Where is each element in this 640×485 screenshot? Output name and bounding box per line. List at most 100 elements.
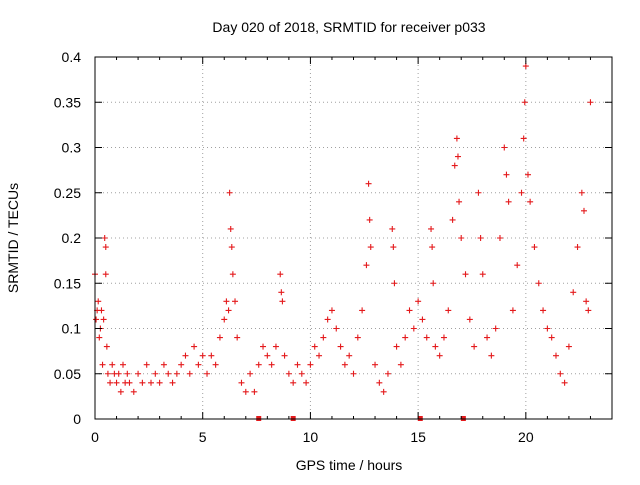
data-point bbox=[102, 271, 109, 278]
data-point bbox=[527, 198, 534, 205]
y-tick-label: 0 bbox=[73, 411, 81, 427]
data-point bbox=[228, 244, 235, 251]
data-point bbox=[212, 361, 219, 368]
data-point bbox=[124, 370, 131, 377]
data-point bbox=[320, 334, 327, 341]
data-point bbox=[350, 370, 357, 377]
data-point bbox=[419, 316, 426, 323]
data-point bbox=[429, 244, 436, 251]
data-point bbox=[307, 361, 314, 368]
data-point bbox=[359, 307, 366, 314]
data-point bbox=[488, 352, 495, 359]
data-point bbox=[574, 244, 581, 251]
data-point bbox=[341, 361, 348, 368]
data-point bbox=[458, 235, 465, 241]
data-point bbox=[227, 225, 234, 232]
data-point bbox=[346, 352, 353, 359]
data-point bbox=[430, 280, 437, 287]
data-point bbox=[520, 135, 527, 142]
data-point bbox=[365, 180, 372, 187]
data-point bbox=[95, 298, 102, 305]
data-point bbox=[260, 343, 267, 350]
data-point bbox=[548, 334, 555, 341]
data-point bbox=[479, 271, 486, 278]
data-point bbox=[130, 388, 137, 395]
data-point bbox=[410, 325, 417, 332]
data-point bbox=[139, 379, 146, 386]
data-point bbox=[436, 352, 443, 359]
data-point bbox=[324, 316, 331, 323]
data-point bbox=[102, 244, 109, 251]
data-point bbox=[484, 334, 491, 341]
data-point bbox=[143, 361, 150, 368]
data-point bbox=[208, 352, 215, 359]
data-point bbox=[104, 370, 111, 377]
data-point bbox=[223, 298, 230, 305]
data-point bbox=[99, 361, 106, 368]
data-point bbox=[561, 379, 568, 386]
data-point bbox=[238, 379, 245, 386]
data-point bbox=[440, 334, 447, 341]
data-point bbox=[221, 316, 228, 323]
data-point bbox=[328, 307, 335, 314]
data-point bbox=[290, 379, 297, 386]
data-point bbox=[98, 307, 105, 314]
data-point bbox=[165, 370, 172, 377]
data-point bbox=[466, 316, 473, 323]
x-tick-label: 5 bbox=[199, 429, 207, 445]
data-point bbox=[178, 361, 185, 368]
data-point bbox=[160, 361, 167, 368]
data-point bbox=[103, 343, 110, 350]
y-tick-label: 0.35 bbox=[54, 94, 81, 110]
data-point bbox=[173, 370, 180, 377]
data-point bbox=[195, 361, 202, 368]
data-point bbox=[303, 379, 310, 386]
data-point bbox=[101, 235, 108, 241]
data-point bbox=[337, 343, 344, 350]
data-point bbox=[505, 198, 512, 205]
data-point bbox=[120, 361, 127, 368]
data-point bbox=[454, 153, 461, 160]
y-tick-label: 0.1 bbox=[62, 321, 82, 337]
data-point bbox=[109, 361, 116, 368]
data-point bbox=[186, 370, 193, 377]
data-point bbox=[531, 244, 538, 251]
data-point bbox=[363, 262, 370, 269]
data-point bbox=[279, 298, 286, 305]
data-point bbox=[234, 334, 241, 341]
data-point bbox=[397, 361, 404, 368]
data-point bbox=[135, 370, 142, 377]
data-point bbox=[376, 379, 383, 386]
data-point bbox=[544, 325, 551, 332]
chart-title: Day 020 of 2018, SRMTID for receiver p03… bbox=[212, 19, 485, 35]
data-point bbox=[390, 244, 397, 251]
data-point bbox=[191, 343, 198, 350]
data-points bbox=[92, 63, 594, 395]
data-point bbox=[503, 171, 510, 178]
x-tick-label: 10 bbox=[303, 429, 319, 445]
data-point bbox=[451, 162, 458, 169]
data-point bbox=[115, 370, 122, 377]
data-point bbox=[492, 325, 499, 332]
axis-ticks: 0 5 10 15 20 0 0.05 0.1 0.15 0.2 0.25 0.3 0.35 0.4 bbox=[54, 49, 613, 445]
data-point bbox=[393, 343, 400, 350]
data-point bbox=[268, 361, 275, 368]
data-point bbox=[384, 370, 391, 377]
y-tick-label: 0.25 bbox=[54, 185, 81, 201]
y-tick-label: 0.2 bbox=[62, 230, 82, 246]
data-point bbox=[199, 352, 206, 359]
data-point bbox=[522, 63, 529, 70]
data-point bbox=[100, 316, 107, 323]
data-point bbox=[107, 379, 114, 386]
data-point bbox=[232, 298, 239, 305]
data-point bbox=[501, 144, 508, 151]
y-tick-label: 0.15 bbox=[54, 275, 81, 291]
data-point bbox=[521, 99, 528, 106]
data-point bbox=[226, 189, 233, 196]
data-point bbox=[366, 216, 373, 223]
data-point bbox=[251, 388, 258, 395]
data-point bbox=[475, 189, 482, 196]
data-point bbox=[229, 271, 236, 278]
